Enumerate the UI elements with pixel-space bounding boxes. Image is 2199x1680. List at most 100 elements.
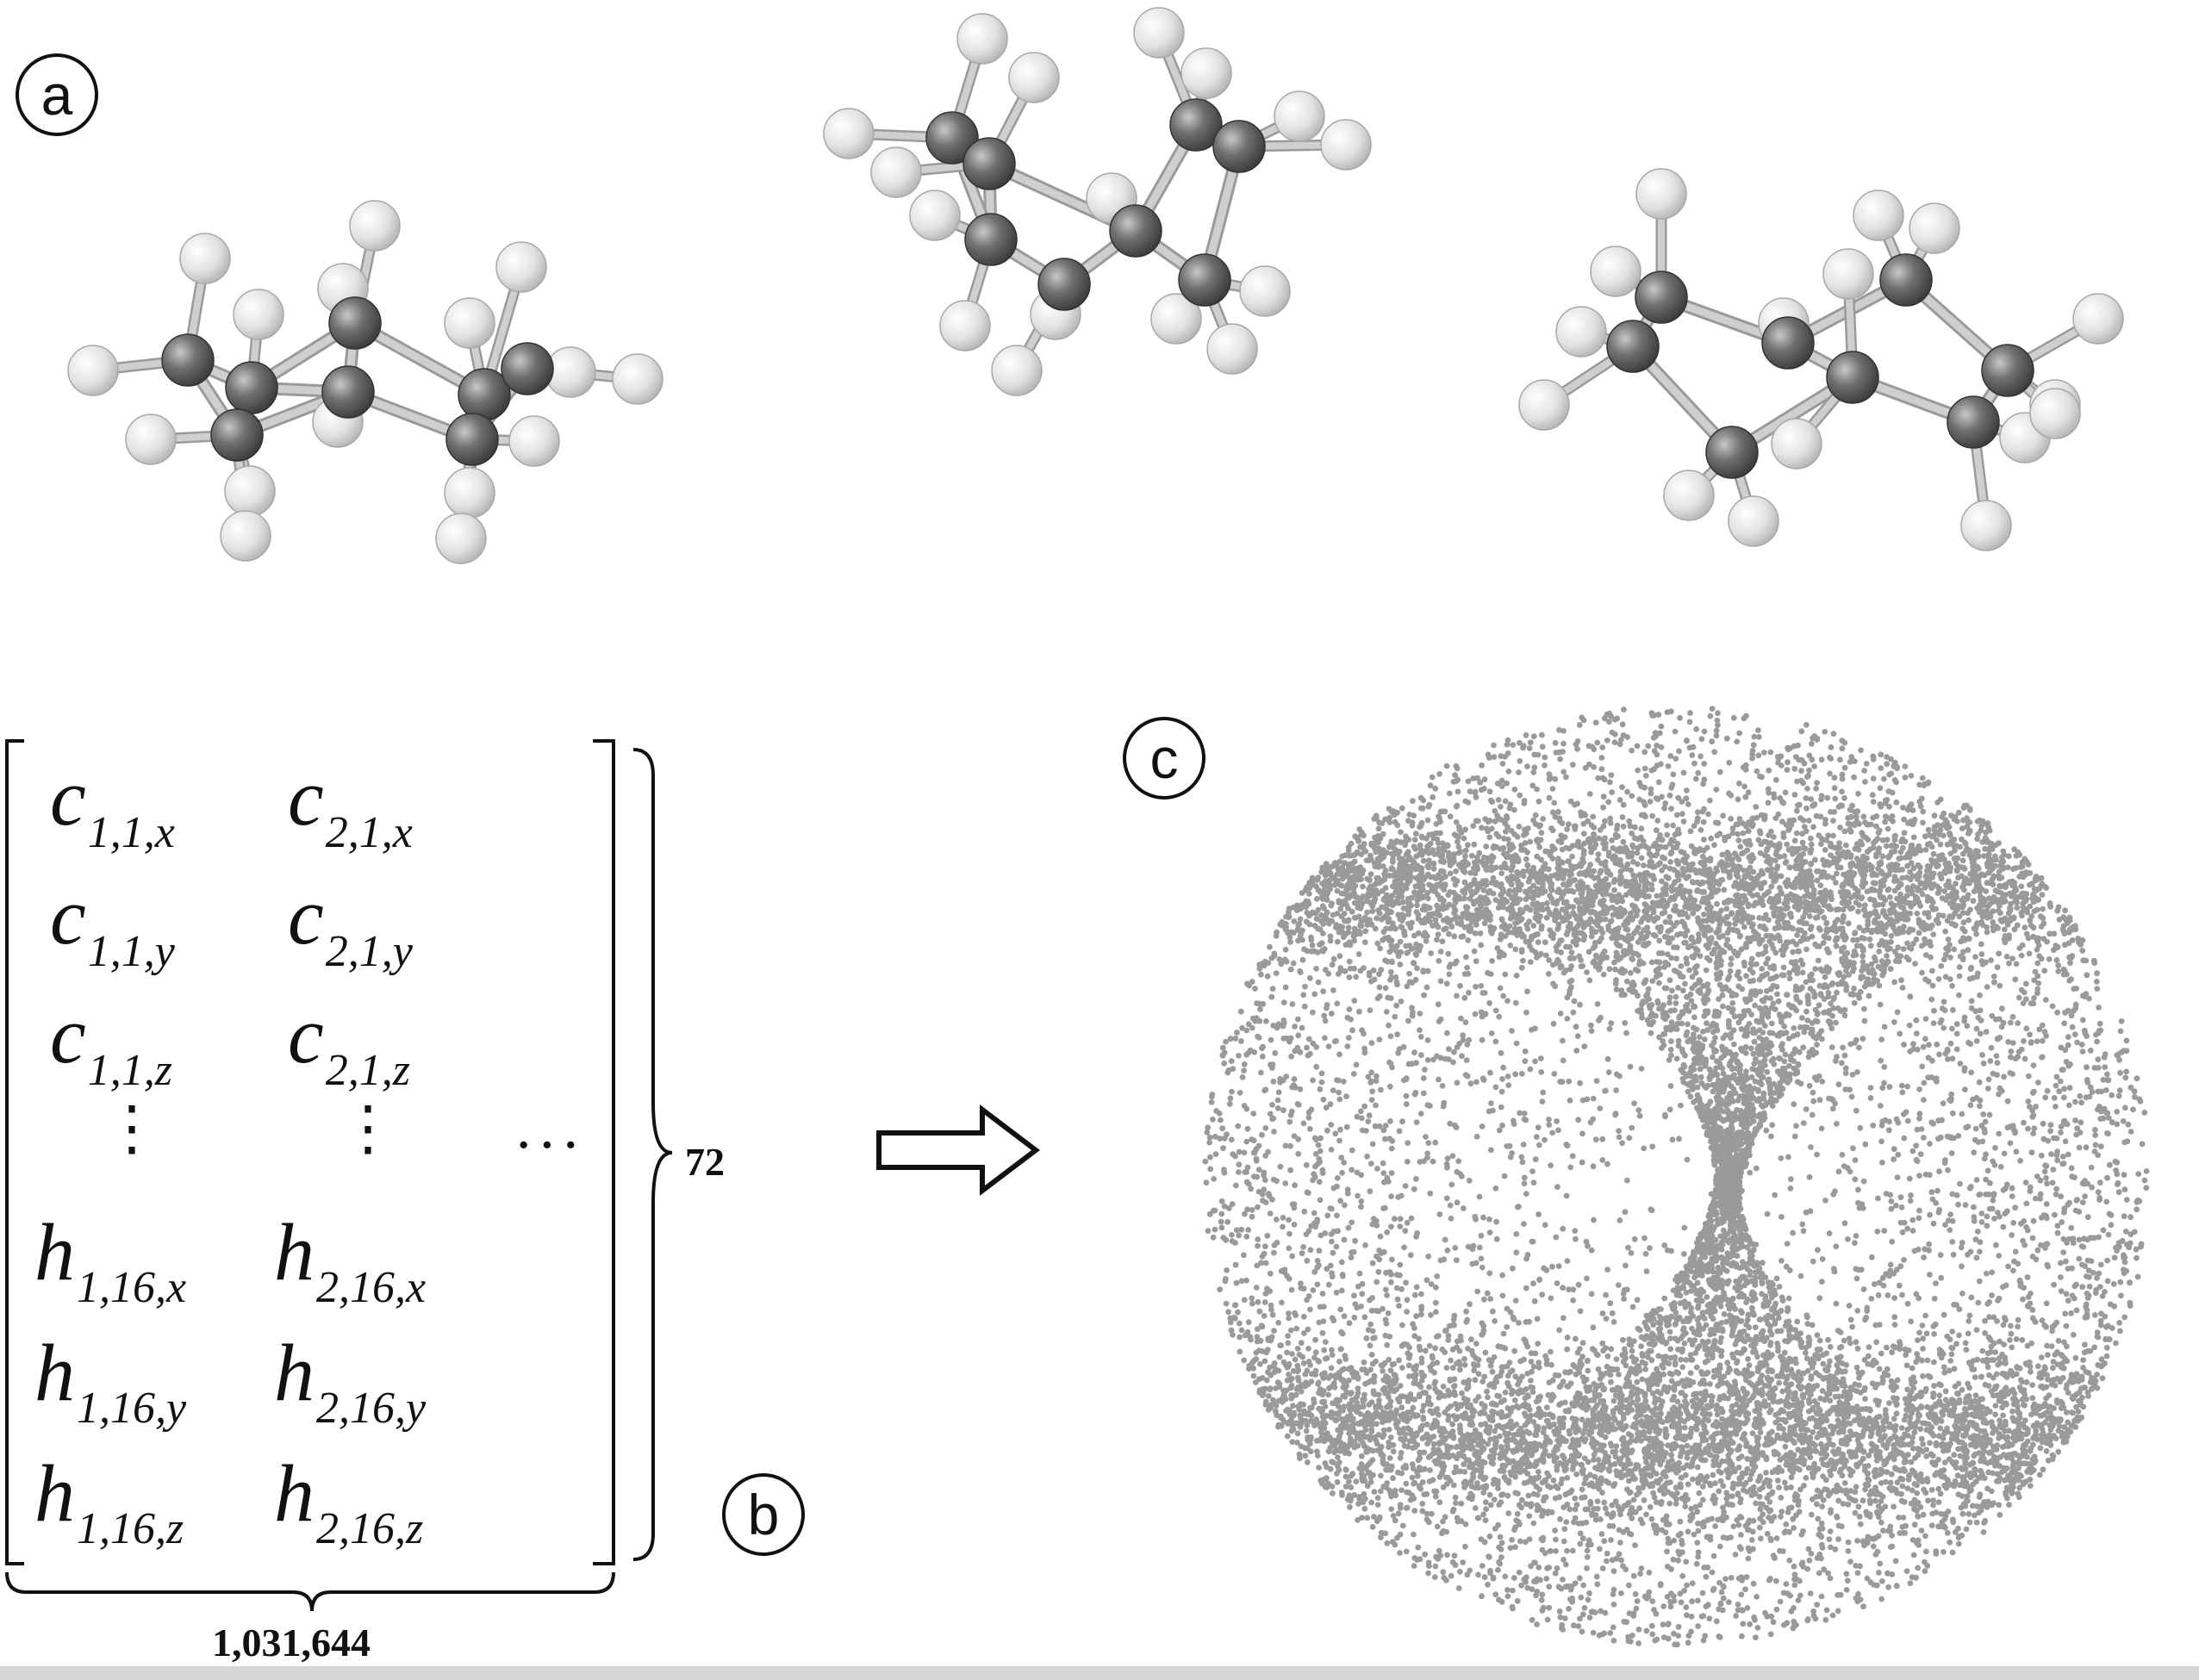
cloud-point	[1929, 968, 1935, 974]
cloud-point	[1903, 1568, 1910, 1574]
cloud-point	[1445, 1056, 1452, 1062]
cloud-point	[1237, 1320, 1243, 1327]
cloud-point	[1997, 1164, 2004, 1170]
cloud-point	[1990, 1314, 1997, 1321]
cloud-point	[1205, 1228, 1212, 1235]
cloud-point	[2073, 986, 2080, 992]
cloud-point	[1948, 1091, 1955, 1098]
cell-base: c	[288, 991, 324, 1080]
cloud-point	[1978, 1210, 1985, 1216]
cloud-point	[1290, 1403, 1296, 1409]
cloud-point	[2068, 1310, 2074, 1316]
cloud-point	[1445, 950, 1452, 957]
cloud-point	[1996, 1355, 2003, 1362]
cloud-point	[1516, 1569, 1523, 1576]
cloud-point	[1816, 1526, 1823, 1533]
cloud-point	[1581, 1043, 1588, 1049]
cloud-point	[1883, 1191, 1890, 1197]
cloud-point	[2078, 1042, 2085, 1048]
cloud-point	[1931, 1007, 1937, 1014]
cloud-point	[1610, 1591, 1617, 1597]
cloud-point	[1842, 1070, 1849, 1077]
cloud-point	[1516, 1320, 1522, 1326]
cloud-point	[1451, 1122, 1458, 1129]
cloud-point	[1387, 1033, 1394, 1040]
cloud-point	[1695, 1623, 1701, 1629]
cloud-point	[1312, 1163, 1318, 1170]
cloud-point	[1994, 1060, 2001, 1066]
cloud-point	[1538, 1069, 1545, 1075]
cloud-point	[1926, 1241, 1933, 1248]
cloud-point	[1875, 1195, 1881, 1202]
cloud-point	[2039, 1054, 2046, 1061]
cloud-point	[1529, 782, 1536, 789]
cloud-point	[1476, 1244, 1483, 1251]
cloud-point	[1867, 1085, 1874, 1091]
cloud-point	[1327, 937, 1334, 944]
cloud-point	[1443, 980, 1450, 987]
cloud-point	[1899, 985, 1906, 991]
cloud-point	[2083, 1144, 2090, 1151]
cloud-point	[1860, 1178, 1867, 1185]
cloud-point	[1810, 1098, 1817, 1104]
cloud-point	[2102, 1313, 2109, 1320]
cloud-point	[1356, 1008, 1362, 1015]
cloud-point	[1659, 793, 1665, 800]
cloud-point	[2038, 1152, 2045, 1159]
cloud-point	[1413, 1313, 1419, 1320]
cloud-point	[2096, 1179, 2103, 1186]
cloud-point	[1479, 1075, 1486, 1082]
matrix-cell: h2,16,z	[274, 1447, 423, 1553]
cloud-point	[1830, 1192, 1837, 1198]
cloud-point	[1874, 1229, 1881, 1235]
cloud-point	[1785, 759, 1791, 766]
cloud-point	[1916, 1173, 1922, 1179]
cloud-point	[1314, 1219, 1320, 1226]
cloud-point	[1209, 1092, 1216, 1098]
cloud-point	[1986, 1111, 1993, 1118]
carbon-atom	[225, 361, 278, 414]
cloud-point	[1684, 1582, 1690, 1589]
cloud-point	[1861, 1005, 1867, 1012]
cloud-point	[1928, 1486, 1935, 1493]
cloud-point	[1402, 1228, 1409, 1235]
cloud-point	[1451, 1048, 1457, 1055]
cloud-point	[1620, 801, 1627, 808]
cloud-point	[1444, 1552, 1450, 1559]
cloud-point	[1255, 1298, 1261, 1305]
hydrogen-atom	[495, 241, 547, 293]
cloud-point	[1921, 1080, 1928, 1086]
cloud-point	[1486, 1270, 1493, 1277]
cloud-point	[1892, 1558, 1899, 1565]
cloud-point	[2047, 1128, 2053, 1135]
cloud-point	[1512, 1297, 1519, 1304]
cloud-point	[1359, 1127, 1366, 1134]
cloud-point	[1601, 715, 1608, 722]
cloud-point	[2118, 1018, 2125, 1024]
cloud-point	[1410, 798, 1416, 805]
cloud-point	[2047, 1122, 2054, 1128]
cloud-point	[1422, 1067, 1428, 1073]
cloud-point	[1608, 1020, 1615, 1026]
cloud-point	[2044, 1087, 2051, 1094]
cloud-point	[1598, 1608, 1604, 1615]
cloud-point	[1533, 1592, 1539, 1599]
cloud-point	[1269, 1102, 1275, 1108]
cloud-point	[1238, 1038, 1244, 1044]
cloud-point	[2098, 1108, 2104, 1115]
cloud-point	[1397, 1223, 1404, 1229]
cloud-point	[1411, 1508, 1418, 1514]
cloud-point	[1315, 979, 1322, 986]
cloud-point	[1975, 1014, 1982, 1021]
cloud-point	[1677, 714, 1683, 721]
cloud-point	[1417, 1034, 1424, 1040]
matrix-cell: h1,16,x	[34, 1206, 186, 1312]
cloud-point	[1278, 1342, 1284, 1349]
cloud-point	[1288, 1053, 1294, 1060]
cloud-point	[1302, 1453, 1309, 1459]
cloud-point	[1720, 1595, 1727, 1602]
cloud-point	[1966, 1519, 1973, 1526]
cloud-point	[1578, 1594, 1585, 1601]
cloud-point	[1637, 1516, 1644, 1523]
cloud-point	[1610, 1568, 1617, 1575]
